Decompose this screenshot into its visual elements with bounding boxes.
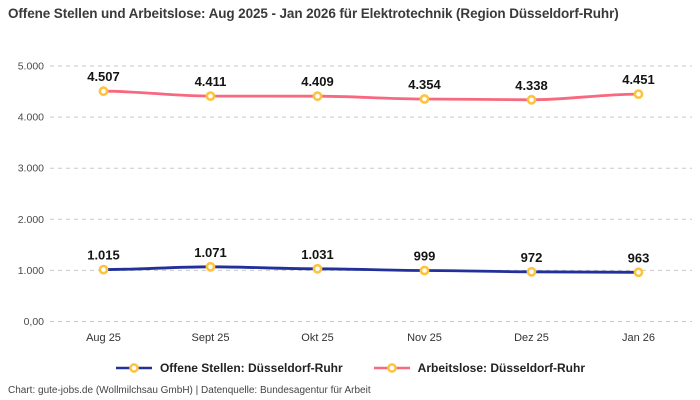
data-point-label: 1.071 bbox=[194, 245, 227, 260]
data-point-label: 4.507 bbox=[87, 69, 120, 84]
data-point-label: 4.409 bbox=[301, 74, 334, 89]
x-tick-label: Jan 26 bbox=[622, 332, 655, 344]
data-point-label: 1.015 bbox=[87, 248, 120, 263]
data-point-marker bbox=[98, 264, 109, 275]
data-point-marker bbox=[526, 266, 537, 277]
legend-item-offene-stellen[interactable]: Offene Stellen: Düsseldorf-Ruhr bbox=[115, 361, 343, 375]
series-line bbox=[102, 265, 640, 274]
data-point-label: 999 bbox=[414, 249, 436, 264]
x-tick-label: Nov 25 bbox=[407, 332, 442, 344]
chart-source-credit: Chart: gute-jobs.de (Wollmilchsau GmbH) … bbox=[8, 385, 371, 396]
data-point-label: 4.451 bbox=[622, 72, 655, 87]
line-chart-plot-area: 0,00 1.000 2.000 3.000 4.000 5.000 Aug 25 Sept … bbox=[18, 61, 692, 344]
data-point-marker bbox=[633, 267, 644, 278]
data-point-marker bbox=[205, 261, 216, 272]
data-point-label: 963 bbox=[628, 250, 650, 265]
legend-label-offene-stellen: Offene Stellen: Düsseldorf-Ruhr bbox=[159, 361, 343, 375]
y-tick-label: 2.000 bbox=[18, 214, 44, 226]
x-tick-label: Dez 25 bbox=[514, 332, 549, 344]
data-point-label: 4.411 bbox=[195, 74, 227, 89]
x-tick-label: Aug 25 bbox=[86, 332, 121, 344]
data-point-marker bbox=[98, 86, 109, 97]
data-point-label: 972 bbox=[521, 250, 543, 265]
y-tick-label: 5.000 bbox=[18, 61, 44, 73]
legend-item-arbeitslose[interactable]: Arbeitslose: Düsseldorf-Ruhr bbox=[373, 361, 585, 375]
chart-title: Offene Stellen und Arbeitslose: Aug 2025… bbox=[8, 6, 619, 21]
y-tick-label: 0,00 bbox=[24, 316, 45, 328]
x-tick-label: Okt 25 bbox=[301, 332, 333, 344]
data-point-marker bbox=[205, 91, 216, 101]
data-point-marker bbox=[419, 94, 430, 104]
data-point-label: 1.031 bbox=[301, 247, 334, 262]
y-tick-label: 4.000 bbox=[18, 112, 44, 124]
y-tick-label: 1.000 bbox=[18, 265, 44, 277]
y-tick-label: 3.000 bbox=[18, 163, 44, 175]
data-point-marker bbox=[633, 89, 644, 99]
x-tick-label: Sept 25 bbox=[192, 332, 230, 344]
data-point-marker bbox=[526, 94, 537, 105]
legend-swatch-arbeitslose-icon bbox=[373, 363, 410, 373]
data-point-label: 4.338 bbox=[515, 78, 548, 93]
data-point-marker bbox=[419, 265, 430, 276]
series-line bbox=[102, 89, 640, 102]
data-point-marker bbox=[312, 91, 323, 102]
data-point-label: 4.354 bbox=[408, 77, 441, 92]
chart-legend: Offene Stellen: Düsseldorf-Ruhr Arbeitsl… bbox=[0, 361, 700, 375]
data-point-marker bbox=[312, 263, 323, 274]
legend-swatch-offene-stellen-icon bbox=[115, 363, 152, 373]
legend-label-arbeitslose: Arbeitslose: Düsseldorf-Ruhr bbox=[417, 361, 586, 375]
